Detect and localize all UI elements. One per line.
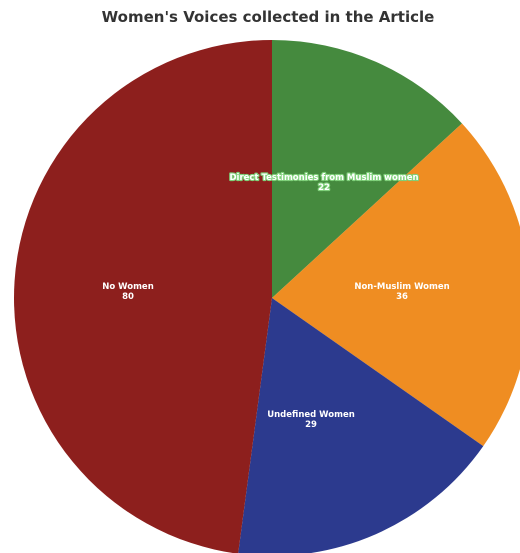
pie-slice-no-women <box>14 40 272 553</box>
slice-value-label: 29 <box>305 420 317 430</box>
slice-value-label: 22 <box>318 183 330 193</box>
slice-label: Non-Muslim Women <box>354 282 449 292</box>
slice-label: Direct Testimonies from Muslim women <box>229 173 418 183</box>
slice-value-label: 80 <box>122 292 134 302</box>
chart-title: Women's Voices collected in the Article <box>101 8 435 26</box>
slice-label: No Women <box>102 282 154 292</box>
pie-slice-non-muslim-women <box>272 123 520 447</box>
slice-value-label: 36 <box>396 292 408 302</box>
pie-slice-direct-testimonies-from-muslim-women <box>272 40 462 298</box>
pie-slice-undefined-women <box>238 298 484 553</box>
slice-label: Undefined Women <box>267 410 355 420</box>
